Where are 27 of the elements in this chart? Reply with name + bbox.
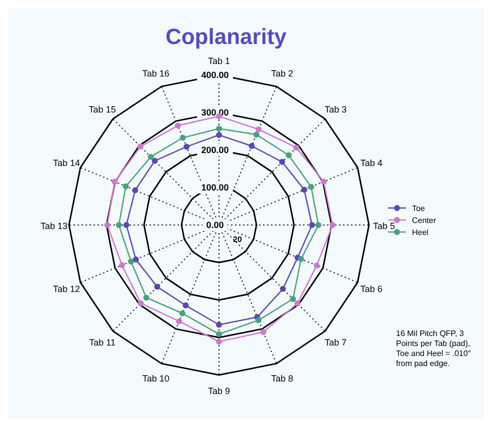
spoke-label: Tab 14 bbox=[53, 158, 80, 168]
spoke-label: Tab 12 bbox=[53, 284, 80, 294]
spoke-label: Tab 1 bbox=[208, 56, 230, 66]
spoke-label: Tab 7 bbox=[324, 338, 347, 348]
spoke-label: Tab 2 bbox=[271, 68, 294, 79]
legend-label: Center bbox=[412, 216, 436, 225]
spoke-label: Tab 15 bbox=[88, 104, 116, 114]
legend-label: Heel bbox=[412, 228, 429, 237]
y-tick-label: 300.00 bbox=[201, 108, 229, 118]
chart-title: Coplanarity bbox=[165, 24, 288, 49]
legend-label: Toe bbox=[412, 204, 426, 213]
spoke-label: Tab 10 bbox=[142, 373, 170, 384]
spoke-label: Tab 9 bbox=[208, 386, 230, 396]
spoke-label: Tab 4 bbox=[360, 158, 382, 168]
spoke-label: Tab 8 bbox=[271, 373, 294, 384]
spoke-label: Tab 3 bbox=[324, 104, 347, 114]
spoke-label: Tab 11 bbox=[89, 338, 116, 348]
text: 20 bbox=[233, 235, 242, 244]
text: 16 Mil Pitch QFP, 3 Points per Tab (pad), Toe and Heel = .010" from pad edge. bbox=[396, 329, 471, 368]
y-tick-label: 200.00 bbox=[201, 145, 229, 155]
spoke-label: Tab 6 bbox=[360, 284, 382, 294]
spoke-label: Tab 16 bbox=[142, 68, 170, 79]
y-tick-label: 100.00 bbox=[201, 182, 229, 192]
spoke-label: Tab 13 bbox=[40, 221, 68, 231]
y-tick-label: 0.00 bbox=[206, 220, 224, 230]
spoke-label: Tab 5 bbox=[372, 221, 396, 231]
y-tick-label: 400.00 bbox=[201, 70, 229, 80]
